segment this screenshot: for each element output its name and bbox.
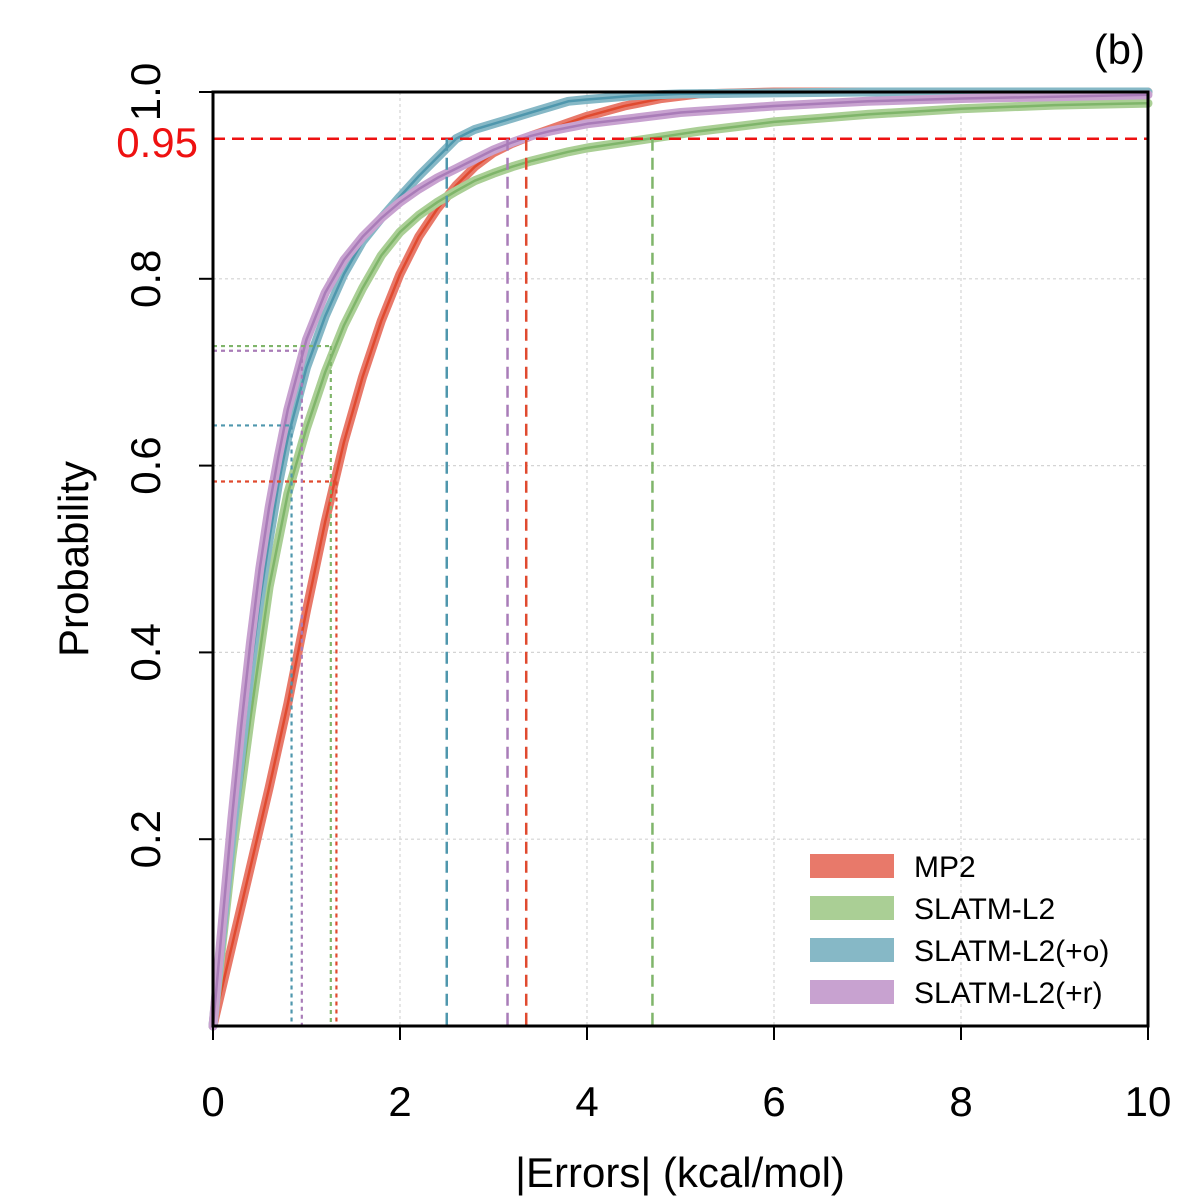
legend-swatch-2 [810, 938, 894, 962]
y-tick-label-1: 0.4 [122, 623, 169, 681]
legend-swatch-0 [810, 854, 894, 878]
legend: MP2 SLATM-L2 SLATM-L2(+o) SLATM-L2(+r) [810, 851, 1109, 1010]
marker-lines [213, 137, 1148, 1026]
x-tick-label-2: 4 [575, 1078, 598, 1125]
y-axis-label: Probability [50, 461, 97, 657]
legend-label-3: SLATM-L2(+r) [914, 977, 1103, 1010]
y-tick-label-4: 1.0 [122, 63, 169, 121]
x-tick-label-3: 6 [762, 1078, 785, 1125]
legend-swatch-1 [810, 896, 894, 920]
series-layer [208, 87, 1153, 1031]
legend-label-0: MP2 [914, 851, 976, 884]
reference-line-label: 0.95 [116, 119, 198, 166]
y-tick-label-2: 0.6 [122, 436, 169, 494]
x-tick-label-4: 8 [949, 1078, 972, 1125]
x-axis-label: |Errors| (kcal/mol) [515, 1149, 845, 1196]
panel-label: (b) [1094, 26, 1145, 73]
x-tick-label-1: 2 [388, 1078, 411, 1125]
legend-swatch-3 [810, 980, 894, 1004]
legend-label-1: SLATM-L2 [914, 893, 1055, 926]
axes: 0 2 4 6 8 10 0.2 0.4 0.6 0.8 1.0 [122, 63, 1171, 1125]
plot-frame [211, 90, 1150, 1028]
x-tick-label-0: 0 [201, 1078, 224, 1125]
y-tick-label-0: 0.2 [122, 810, 169, 868]
legend-label-2: SLATM-L2(+o) [914, 935, 1109, 968]
series-line-1 [211, 101, 1149, 1027]
series-line-3 [211, 93, 1149, 1027]
x-tick-label-5: 10 [1125, 1078, 1172, 1125]
y-tick-label-3: 0.8 [122, 250, 169, 308]
